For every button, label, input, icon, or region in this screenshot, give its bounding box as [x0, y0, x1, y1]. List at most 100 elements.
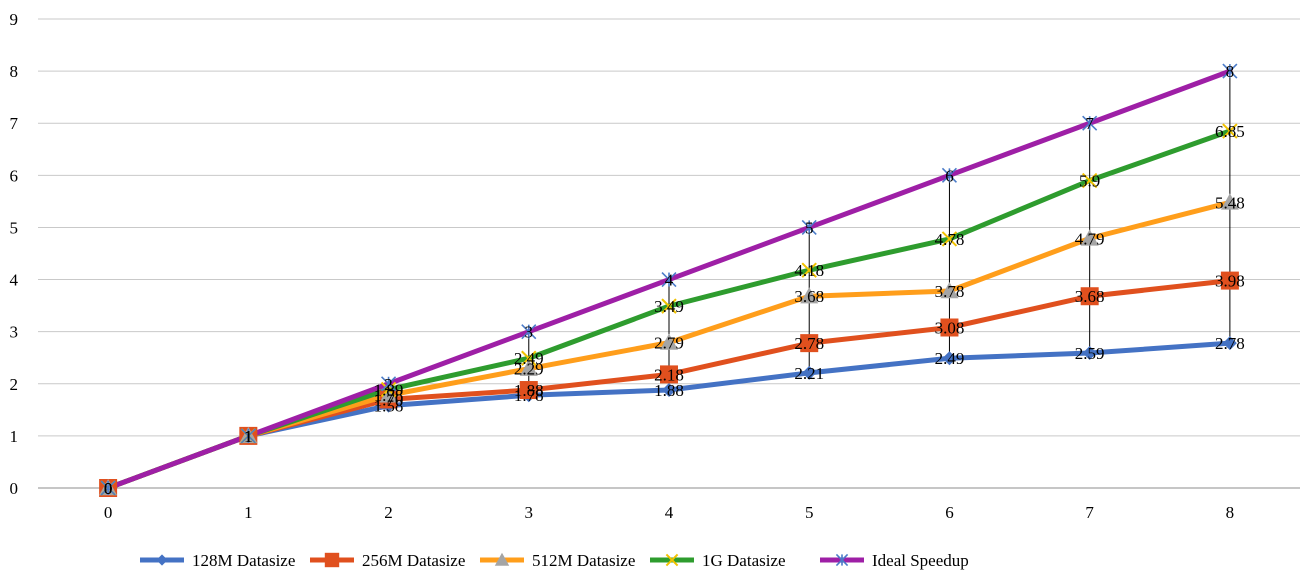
legend-item-ideal-speedup: Ideal Speedup — [820, 551, 969, 570]
y-tick-label: 5 — [10, 218, 19, 237]
data-label-512m-datasize: 5.48 — [1215, 193, 1245, 212]
legend: 128M Datasize 256M Datasize 512M Datasize 1… — [140, 551, 969, 570]
data-label-256m-datasize: 3.68 — [1075, 287, 1105, 306]
data-point-128m-datasize — [1222, 336, 1237, 351]
data-point-512m-datasize — [1080, 229, 1099, 246]
data-point-128m-datasize — [802, 365, 817, 380]
data-label-1g-datasize: 6.85 — [1215, 122, 1245, 141]
data-label-128m-datasize: 1.88 — [654, 381, 684, 400]
legend-marker — [324, 552, 340, 568]
data-point-ideal-speedup — [1222, 63, 1238, 79]
data-point-128m-datasize — [942, 351, 957, 366]
legend-label: Ideal Speedup — [872, 551, 969, 570]
data-label-512m-datasize: 3.68 — [794, 287, 824, 306]
y-tick-label: 7 — [10, 114, 19, 133]
x-axis-ticks: 0 1 2 3 4 5 6 7 8 — [104, 503, 1234, 522]
data-point-256m-datasize — [660, 365, 678, 384]
data-label-ideal-speedup: 7 — [1085, 114, 1094, 133]
y-tick-label: 3 — [10, 323, 19, 342]
legend-marker — [156, 554, 168, 566]
data-point-ideal-speedup — [1082, 115, 1098, 131]
series-markers — [99, 63, 1239, 497]
data-label-128m-datasize: 2.78 — [1215, 334, 1245, 353]
legend-marker — [494, 552, 510, 566]
y-tick-label: 2 — [10, 375, 19, 394]
data-point-ideal-speedup — [380, 376, 397, 392]
data-label-512m-datasize: 2.79 — [654, 334, 684, 353]
data-label-ideal-speedup: 6 — [945, 166, 954, 185]
marker-stroke — [801, 262, 817, 278]
x-tick-label: 4 — [665, 503, 674, 522]
marker-stroke — [661, 298, 677, 314]
data-point-1g-datasize — [661, 298, 677, 314]
data-label-ideal-speedup: 0 — [104, 479, 113, 498]
data-point-512m-datasize — [940, 282, 959, 299]
data-label-ideal-speedup: 4 — [665, 271, 674, 290]
marker-stroke — [665, 553, 679, 567]
y-tick-label: 1 — [10, 427, 19, 446]
x-tick-label: 3 — [525, 503, 534, 522]
data-point-512m-datasize — [1220, 193, 1239, 210]
y-tick-label: 0 — [10, 479, 19, 498]
marker-stroke — [521, 350, 537, 366]
marker-stroke — [1222, 123, 1238, 139]
data-point-1g-datasize — [941, 231, 958, 247]
marker-stroke — [1081, 172, 1098, 189]
data-label-1g-datasize: 0 — [104, 479, 113, 498]
legend-item-1g-datasize: 1G Datasize — [650, 551, 786, 570]
data-point-256m-datasize — [800, 334, 819, 353]
data-label-ideal-speedup: 8 — [1226, 62, 1235, 81]
marker-stroke — [941, 231, 958, 247]
legend-item-128m-datasize: 128M Datasize — [140, 551, 295, 570]
data-label-128m-datasize: 1.58 — [374, 397, 404, 416]
data-label-256m-datasize: 2.78 — [794, 334, 824, 353]
data-label-128m-datasize: 1.78 — [514, 386, 544, 405]
data-label-256m-datasize: 1.70 — [374, 390, 404, 409]
data-label-ideal-speedup: 5 — [805, 218, 814, 237]
data-point-1g-datasize — [521, 350, 537, 366]
data-label-512m-datasize: 3.78 — [935, 282, 965, 301]
data-label-1g-datasize: 3.49 — [654, 297, 684, 316]
y-tick-label: 6 — [10, 166, 19, 185]
data-label-128m-datasize: 0 — [104, 479, 113, 498]
data-point-1g-datasize — [1081, 172, 1098, 189]
legend-label: 128M Datasize — [192, 551, 295, 570]
y-tick-label: 9 — [10, 10, 19, 29]
data-label-ideal-speedup: 1 — [244, 427, 253, 446]
legend-marker — [835, 553, 849, 567]
data-label-1g-datasize: 1 — [244, 427, 253, 446]
x-tick-label: 8 — [1226, 503, 1235, 522]
x-tick-label: 1 — [244, 503, 253, 522]
x-tick-label: 6 — [945, 503, 954, 522]
data-point-ideal-speedup — [521, 324, 537, 340]
data-label-128m-datasize: 2.49 — [935, 349, 965, 368]
data-label-256m-datasize: 2.18 — [654, 365, 684, 384]
data-label-256m-datasize: 1 — [244, 427, 253, 446]
data-point-256m-datasize — [519, 381, 538, 400]
legend-item-512m-datasize: 512M Datasize — [480, 551, 635, 570]
data-label-1g-datasize: 1.89 — [374, 381, 404, 400]
data-label-512m-datasize: 2.29 — [514, 360, 544, 379]
data-label-256m-datasize: 3.08 — [935, 318, 965, 337]
data-label-512m-datasize: 1 — [244, 427, 253, 446]
data-label-256m-datasize: 3.98 — [1215, 272, 1245, 291]
data-label-128m-datasize: 1 — [244, 427, 253, 446]
y-tick-label: 4 — [10, 271, 19, 290]
data-point-512m-datasize — [660, 333, 678, 350]
data-label-1g-datasize: 4.18 — [794, 261, 824, 280]
data-label-1g-datasize: 4.78 — [935, 230, 965, 249]
data-label-1g-datasize: 5.9 — [1079, 172, 1100, 191]
data-point-ideal-speedup — [661, 271, 677, 288]
data-point-256m-datasize — [940, 318, 959, 337]
x-tick-label: 5 — [805, 503, 814, 522]
data-label-256m-datasize: 1.88 — [514, 381, 544, 400]
data-point-128m-datasize — [1082, 346, 1097, 361]
x-tick-label: 2 — [384, 503, 393, 522]
legend-item-256m-datasize: 256M Datasize — [310, 551, 465, 570]
legend-label: 512M Datasize — [532, 551, 635, 570]
legend-label: 256M Datasize — [362, 551, 465, 570]
data-label-1g-datasize: 2.49 — [514, 349, 544, 368]
data-point-128m-datasize — [662, 383, 676, 398]
